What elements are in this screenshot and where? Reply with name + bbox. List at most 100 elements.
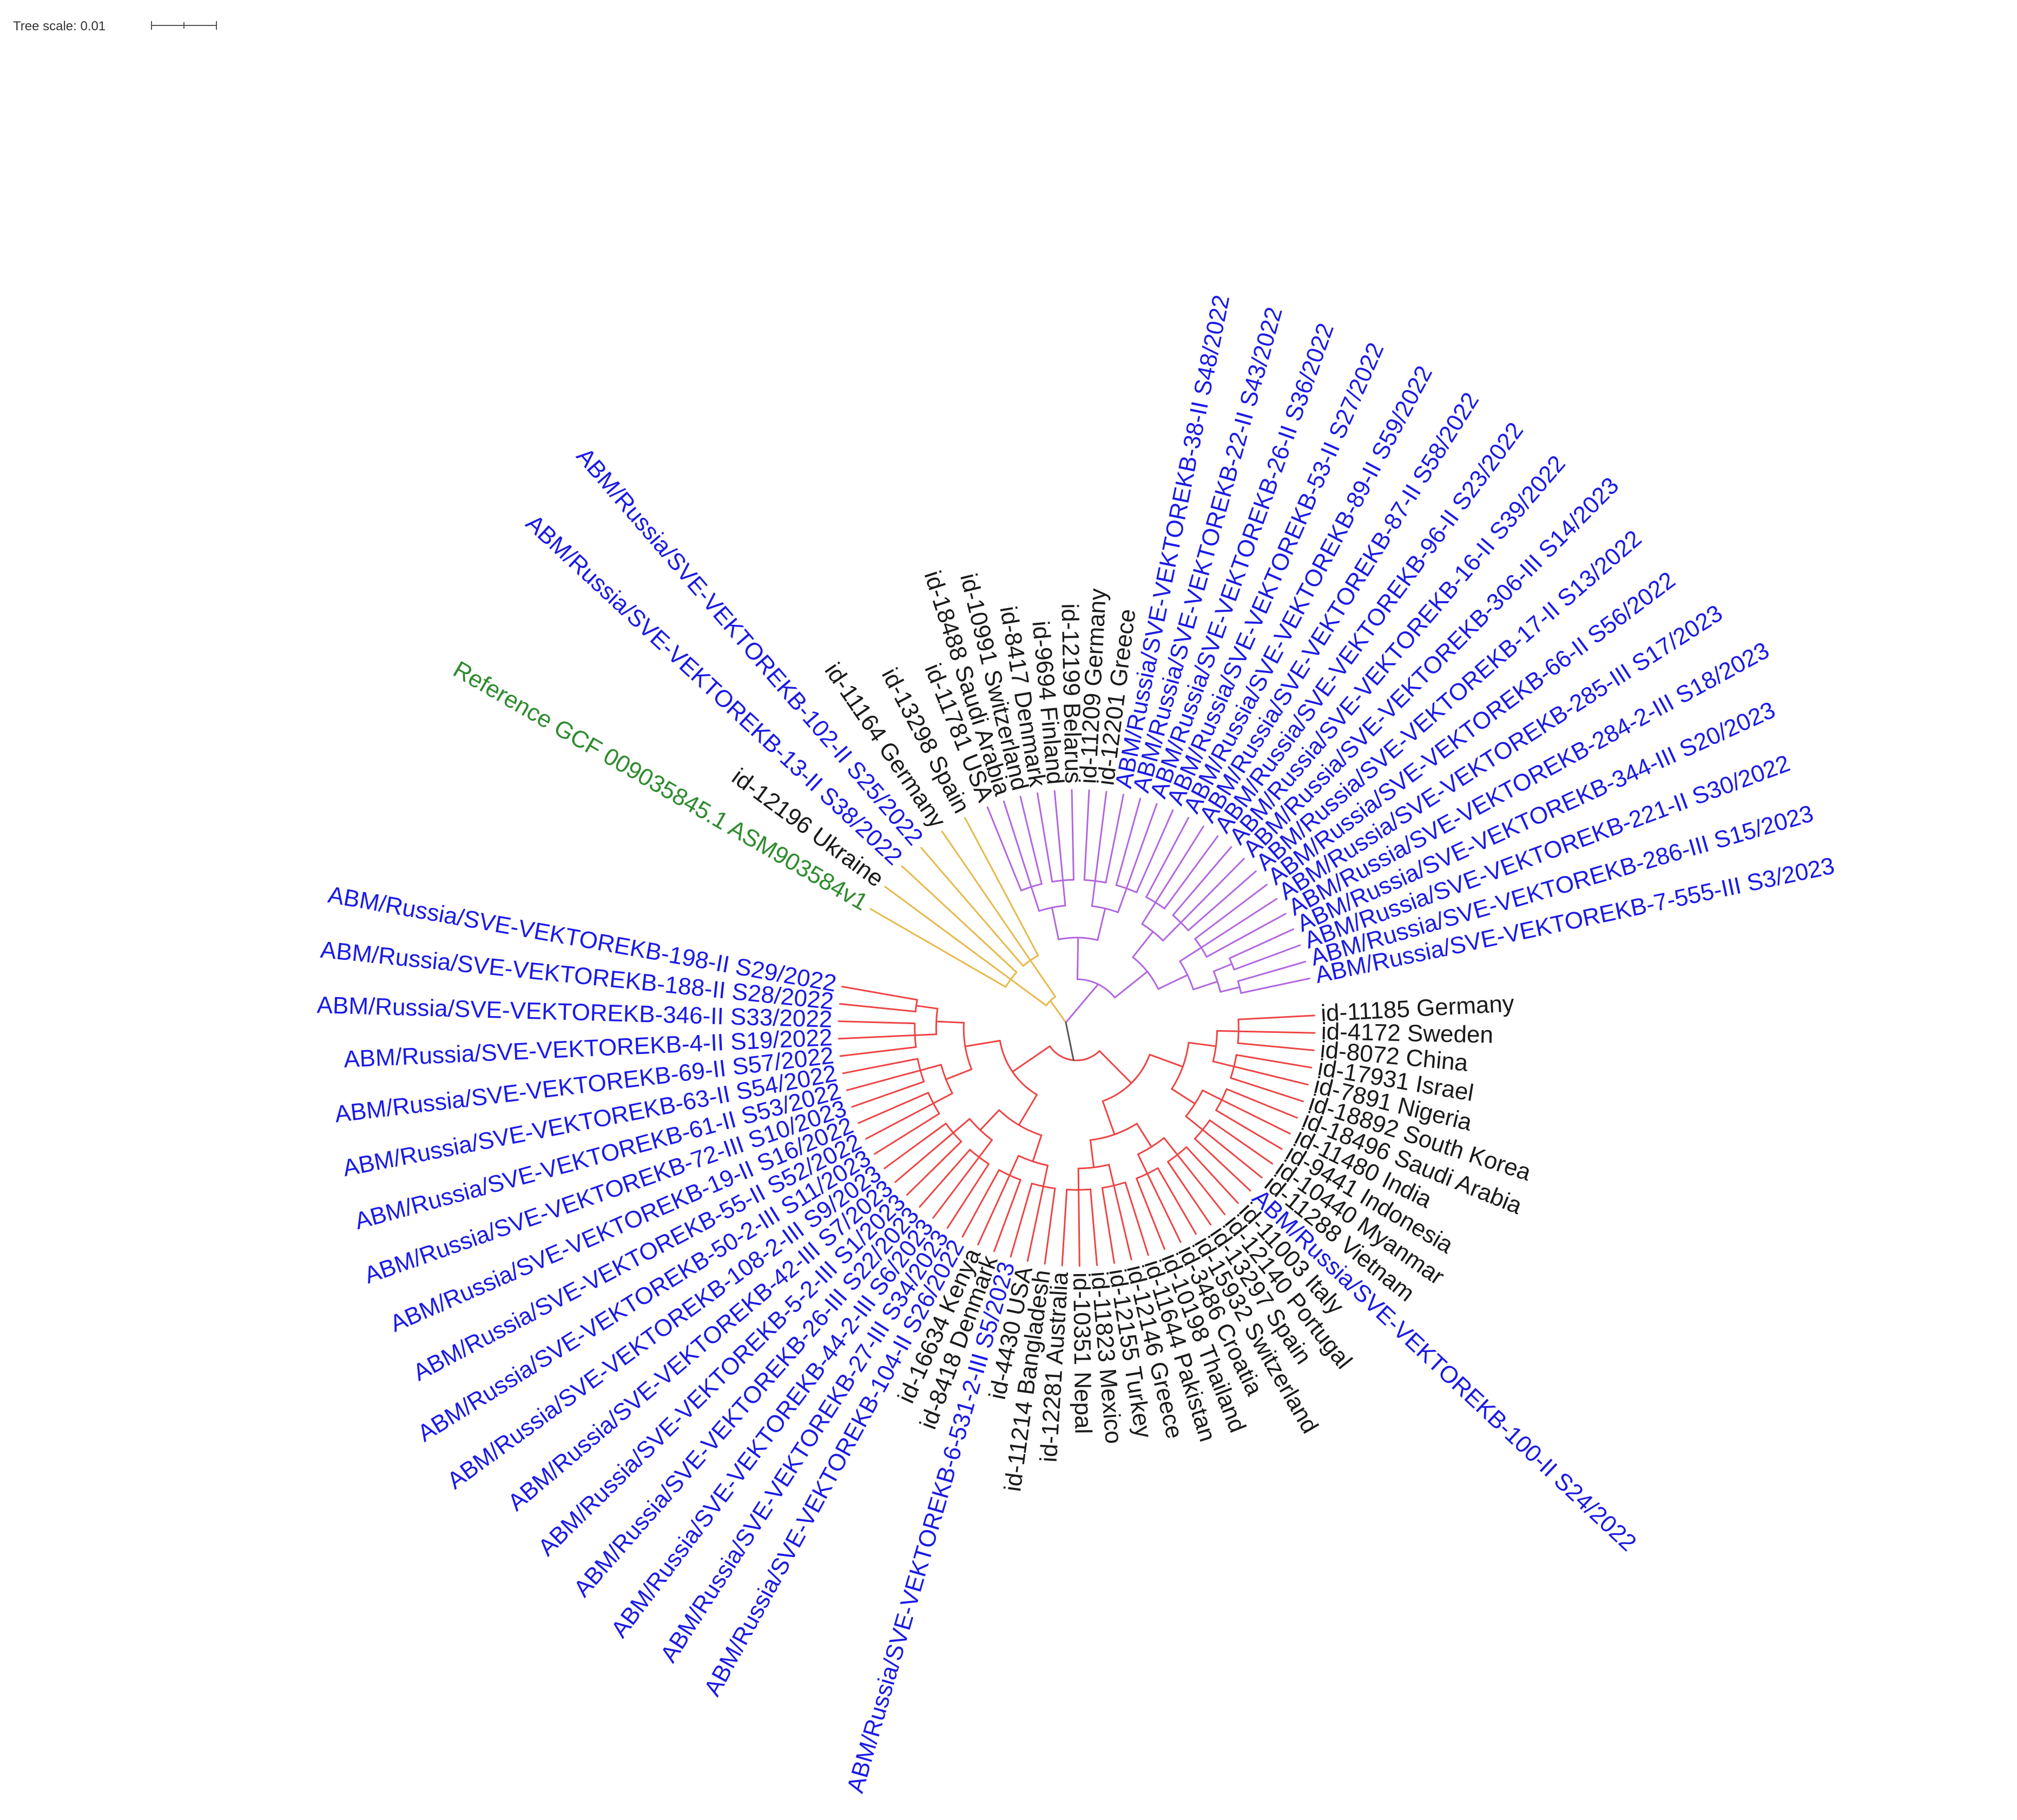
purple-clade-leaf-branch-15 bbox=[1124, 797, 1142, 856]
orange-clade-internal-branch bbox=[998, 914, 1031, 961]
purple-clade-internal-branch bbox=[1105, 850, 1113, 883]
purple-clade-internal-branch bbox=[1141, 901, 1157, 925]
red-clade-leaf-branch-29 bbox=[961, 1192, 987, 1238]
red-clade-internal-branch bbox=[1010, 1179, 1021, 1206]
red-clade-internal-branch bbox=[903, 1092, 930, 1104]
purple-clade-internal-branch bbox=[1083, 847, 1087, 881]
red-clade-internal-branch bbox=[1018, 1093, 1038, 1126]
red-clade-internal-branch bbox=[1136, 1123, 1152, 1148]
orange-clade-stem bbox=[1049, 1000, 1067, 1024]
red-clade-internal-branch bbox=[1023, 1183, 1033, 1210]
purple-clade-internal-branch bbox=[1051, 907, 1059, 940]
orange-clade-internal-branch bbox=[957, 959, 1007, 988]
purple-clade-internal-branch bbox=[1192, 980, 1218, 991]
purple-clade-leaf-branch-12 bbox=[1160, 817, 1190, 871]
purple-clade-leaf-branch-4 bbox=[1233, 913, 1287, 943]
red-clade-internal-branch bbox=[915, 1005, 939, 1010]
purple-clade-leaf-branch-9 bbox=[1192, 846, 1232, 892]
purple-clade-internal-branch bbox=[1145, 868, 1162, 898]
red-clade-leaf-branch-31 bbox=[932, 1177, 964, 1219]
tree-scale: Tree scale: 0.01 bbox=[13, 19, 217, 34]
purple-clade-leaf-branch-24 bbox=[986, 806, 1011, 862]
purple-clade-leaf-branch-7 bbox=[1211, 870, 1257, 911]
red-clade-leaf-branch-11 bbox=[1213, 1156, 1251, 1192]
purple-clade-leaf-branch-1 bbox=[1261, 961, 1307, 975]
orange-clade-internal-branch bbox=[1030, 959, 1056, 998]
red-clade-leaf-branch-9 bbox=[1230, 1135, 1273, 1165]
red-clade-internal-branch bbox=[1037, 1185, 1044, 1214]
red-clade-internal-branch bbox=[1136, 1177, 1148, 1204]
purple-clade-internal-branch bbox=[1059, 848, 1064, 881]
purple-clade-internal-branch bbox=[1097, 907, 1106, 941]
red-clade-leaf-branch-32 bbox=[919, 1169, 953, 1208]
red-clade-internal-branch bbox=[1011, 1045, 1051, 1073]
red-clade-leaf-branch-24 bbox=[1044, 1214, 1052, 1265]
purple-clade-leaf-branch-2 bbox=[1256, 944, 1301, 962]
red-clade-internal-branch bbox=[1225, 1088, 1253, 1100]
purple-clade-leaf-branch-20 bbox=[1053, 790, 1061, 850]
red-clade-leaf-branch-5 bbox=[1255, 1085, 1304, 1103]
red-clade-leaf-branch-14 bbox=[1182, 1183, 1212, 1226]
purple-clade-internal-branch bbox=[1172, 891, 1195, 916]
purple-clade-leaf-branch-14 bbox=[1136, 803, 1158, 860]
purple-clade-leaf-branch-10 bbox=[1182, 835, 1219, 884]
red-clade-internal-branch bbox=[1146, 1172, 1160, 1199]
red-clade-internal-branch bbox=[887, 1034, 916, 1038]
red-clade-internal-branch bbox=[973, 1163, 990, 1188]
purple-clade-internal-branch bbox=[1008, 860, 1022, 892]
red-clade-internal-branch bbox=[909, 1102, 934, 1117]
red-clade-leaf-branch-25 bbox=[1026, 1211, 1039, 1262]
red-clade-internal-branch bbox=[924, 1123, 947, 1140]
purple-clade-internal-branch bbox=[1205, 941, 1235, 958]
red-clade-internal-branch bbox=[898, 1080, 925, 1092]
purple-clade-internal-branch bbox=[1155, 875, 1174, 904]
red-clade-internal-branch bbox=[1042, 1164, 1049, 1188]
red-clade-leaf-branch-30 bbox=[946, 1185, 975, 1229]
purple-clade-leaf-branch-22 bbox=[1019, 796, 1035, 854]
purple-clade-internal-branch bbox=[1194, 919, 1221, 940]
purple-clade-internal-branch bbox=[1117, 887, 1128, 913]
purple-clade-internal-branch bbox=[1046, 850, 1053, 883]
red-clade-leaf-branch-38 bbox=[858, 1102, 905, 1124]
purple-clade-leaf-branch-18 bbox=[1085, 789, 1090, 849]
red-clade-leaf-branch-35 bbox=[884, 1138, 925, 1170]
red-clade-leaf-label: id-10351 Nepal bbox=[1068, 1272, 1097, 1434]
orange-clade-internal-branch bbox=[1012, 906, 1039, 957]
red-clade-leaf-branch-8 bbox=[1238, 1123, 1283, 1150]
red-clade-leaf-branch-19 bbox=[1119, 1210, 1132, 1261]
red-clade-internal-branch bbox=[890, 994, 918, 1001]
purple-clade-internal-branch bbox=[1076, 937, 1079, 980]
purple-clade-leaf-branch-21 bbox=[1036, 792, 1048, 852]
red-clade-leaf-branch-36 bbox=[874, 1127, 918, 1155]
red-clade-internal-branch bbox=[1230, 1077, 1257, 1087]
red-clade-internal-branch bbox=[1050, 1188, 1056, 1216]
red-clade-leaf-branch-44 bbox=[838, 1020, 889, 1024]
purple-clade-internal-branch bbox=[1187, 908, 1213, 932]
red-clade-leaf-branch-1 bbox=[1264, 1031, 1316, 1034]
red-clade-leaf-branch-33 bbox=[906, 1159, 944, 1196]
red-clade-internal-branch bbox=[962, 1156, 980, 1179]
red-clade-internal-branch bbox=[1089, 1139, 1095, 1169]
purple-clade-leaf-branch-19 bbox=[1071, 789, 1074, 849]
red-clade-internal-branch bbox=[1202, 1089, 1223, 1101]
red-clade-leaf-branch-23 bbox=[1061, 1215, 1066, 1267]
red-clade-internal-branch bbox=[1194, 1138, 1215, 1158]
red-clade-internal-branch bbox=[1235, 1054, 1264, 1060]
red-clade-arc bbox=[1049, 1045, 1100, 1061]
red-clade-internal-branch bbox=[945, 1068, 973, 1080]
red-clade-internal-branch bbox=[1101, 1187, 1108, 1215]
red-clade-internal-branch bbox=[1237, 1042, 1265, 1047]
red-clade-internal-branch bbox=[1032, 1134, 1043, 1163]
purple-clade-leaf-branch-23 bbox=[1003, 800, 1023, 858]
purple-clade-internal-branch bbox=[1229, 947, 1253, 959]
purple-clade-internal-branch bbox=[1132, 931, 1154, 958]
red-clade-leaf-branch-17 bbox=[1145, 1202, 1165, 1250]
purple-clade-arc bbox=[1076, 978, 1116, 999]
red-clade-leaf-branch-34 bbox=[894, 1149, 934, 1183]
red-clade-leaf-branch-10 bbox=[1222, 1145, 1263, 1179]
purple-clade-leaf-branch-11 bbox=[1171, 826, 1204, 877]
purple-clade-internal-branch bbox=[1020, 856, 1032, 888]
root-stem bbox=[1065, 1021, 1075, 1061]
red-clade-leaf-branch-6 bbox=[1250, 1098, 1298, 1119]
